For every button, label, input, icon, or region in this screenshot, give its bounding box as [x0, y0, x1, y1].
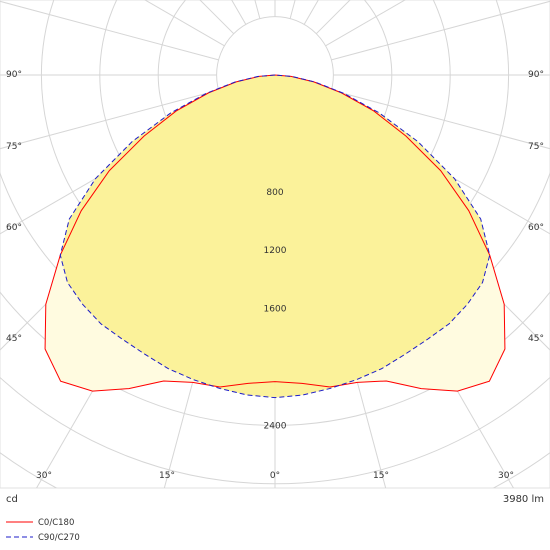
angle-tick-bottom: 15° [373, 471, 389, 481]
angle-tick-left: 60° [6, 223, 22, 233]
intensity-curves [44, 74, 506, 399]
legend-label-c0: C0/C180 [38, 518, 74, 528]
angle-tick-bottom: 30° [498, 471, 514, 481]
angle-tick-bottom: 0° [270, 471, 280, 481]
radial-tick-label: 1200 [264, 246, 287, 256]
grid-spoke [331, 89, 550, 150]
angle-tick-bottom: 15° [159, 471, 175, 481]
grid-spoke [331, 0, 550, 61]
radial-tick-label: 800 [266, 188, 283, 198]
series-fill-1 [60, 75, 490, 398]
radial-tick-label: 2400 [264, 421, 287, 431]
grid-spoke [0, 89, 219, 150]
angle-tick-left: 90° [6, 70, 22, 80]
angle-tick-right: 90° [528, 70, 544, 80]
legend: C0/C180 C90/C270 [6, 518, 80, 543]
axis-labels: 800 1200 1600 2400 90° 90° 75° 75° 60° 60° 45° 45° 3… [6, 70, 544, 481]
angle-tick-bottom: 30° [36, 471, 52, 481]
radial-tick-label: 1600 [264, 305, 287, 315]
angle-tick-right: 60° [528, 223, 544, 233]
angle-tick-right: 75° [528, 142, 544, 152]
grid-spoke [0, 0, 219, 61]
angle-tick-right: 45° [528, 334, 544, 344]
grid-spoke [325, 0, 406, 47]
angle-tick-left: 75° [6, 142, 22, 152]
angle-tick-left: 45° [6, 334, 22, 344]
series-curve-1 [59, 74, 491, 399]
flux-label: 3980 lm [503, 494, 544, 505]
intensity-fills [45, 75, 505, 398]
units-label: cd [6, 494, 18, 505]
legend-label-c90: C90/C270 [38, 533, 80, 543]
series-curve-0 [44, 74, 506, 392]
grid-spoke [144, 0, 225, 47]
